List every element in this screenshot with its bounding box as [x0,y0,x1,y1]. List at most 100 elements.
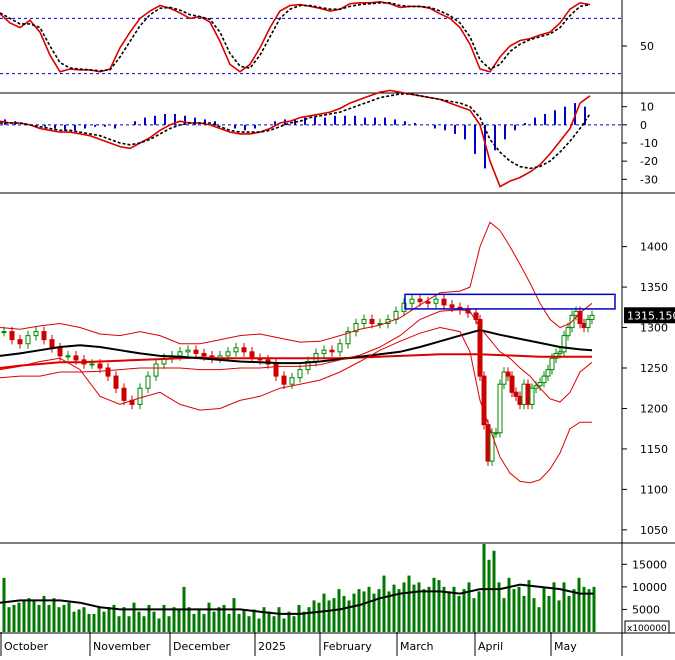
candle-body [321,349,327,354]
candle-body [517,395,523,405]
volume-bar [162,604,166,632]
candle-body [297,369,303,379]
volume-bar [7,607,11,632]
candle-body [425,301,431,304]
volume-bar [457,595,461,632]
volume-bar [367,586,371,632]
candle-body [193,349,199,354]
volume-bar [432,577,436,632]
candle-body [289,377,295,385]
volume-bar [157,618,161,632]
volume-bar [172,607,176,632]
volume-bar [132,602,136,632]
volume-bar [252,609,256,632]
candle-body [529,387,535,405]
candle-body [361,318,367,324]
macd-y-tick-label: -20 [640,155,658,168]
volume-bar [472,598,476,632]
volume-y-tick-label: 10000 [632,581,667,594]
candle-body [417,298,423,303]
volume-bar [302,611,306,632]
volume-bar [137,611,141,632]
volume-bar [372,593,376,632]
volume-bar [467,582,471,632]
price-series-line [0,326,592,484]
volume-multiplier-label: x100000 [627,624,667,634]
candle-body [121,387,127,401]
volume-bar [492,550,496,632]
candle-body [573,310,579,316]
volume-bar [527,580,531,632]
candle-body [409,298,415,304]
price-series-line [0,328,593,365]
volume-bar [82,607,86,632]
volume-bar [427,586,431,632]
volume-bar [22,600,26,632]
candle-body [89,363,95,366]
volume-bar [152,611,156,632]
volume-bar [342,595,346,632]
candle-body [497,383,503,434]
candle-body [97,363,103,369]
volume-bar [42,595,46,632]
month-label: October [4,640,48,653]
resistance-highlight-box [404,293,616,310]
volume-bar [52,598,56,632]
candle-body [177,351,183,357]
volume-y-tick-label: 15000 [632,558,667,571]
candle-body [1,331,7,334]
last-price-label: 1315.150 [627,309,675,322]
volume-bar [212,611,216,632]
volume-bar [322,593,326,632]
volume-series-line [0,583,594,615]
volume-bar [262,607,266,632]
volume-bar [2,577,6,632]
volume-bar [422,589,426,632]
price-series-line [0,221,593,345]
candle-body [565,327,571,337]
month-label: November [93,640,151,653]
candle-body [201,352,207,357]
volume-bar [392,584,396,632]
volume-bar [67,602,71,632]
candle-body [65,355,71,358]
volume-bar [497,582,501,632]
candle-body [557,351,563,354]
macd-series-line [0,93,591,170]
volume-bar [347,600,351,632]
volume-multiplier-box [624,620,670,634]
volume-bar [287,611,291,632]
volume-bar [292,616,296,632]
candle-body [481,375,487,426]
volume-bar [202,613,206,632]
price-series-line [0,309,593,403]
volume-bar [362,591,366,632]
candle-body [501,371,507,385]
candle-body [41,331,47,341]
candle-body [345,331,351,345]
volume-bar [417,582,421,632]
candle-body [533,385,539,389]
volume-bar [112,604,116,632]
volume-bar [312,600,316,632]
volume-bar [452,586,456,632]
last-price-tag [624,307,675,324]
volume-bar [187,607,191,632]
volume-bar [37,604,41,632]
candle-body [489,432,495,462]
volume-bar [142,616,146,632]
volume-bar [77,609,81,632]
volume-bar [47,604,51,632]
volume-bar [397,589,401,632]
volume-bar [207,602,211,632]
volume-bar [12,604,16,632]
candle-body [337,343,343,353]
price-series-line [0,353,592,369]
volume-bar [247,616,251,632]
volume-bar [97,607,101,632]
candle-body [525,383,531,405]
volume-bar [147,604,151,632]
month-label: April [478,640,503,653]
candle-body [441,298,447,306]
